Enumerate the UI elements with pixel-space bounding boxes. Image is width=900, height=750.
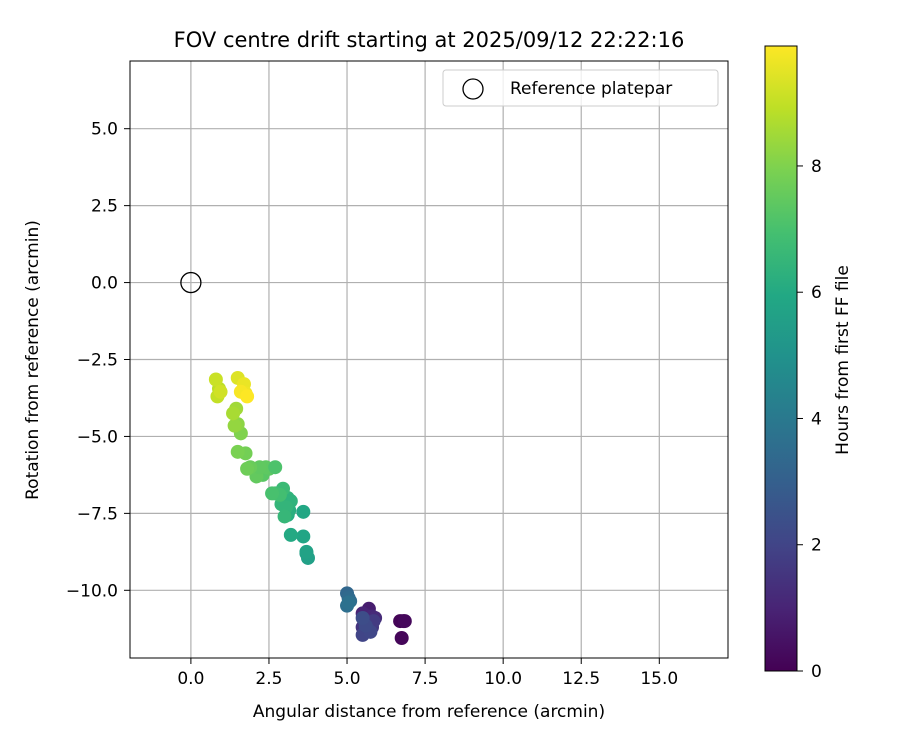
data-point xyxy=(227,418,242,433)
y-tick-label: −5.0 xyxy=(77,427,118,447)
x-tick-label: 10.0 xyxy=(484,669,522,689)
data-point xyxy=(265,486,280,501)
y-tick-label: −10.0 xyxy=(66,581,118,601)
colorbar-tick-label: 6 xyxy=(811,283,822,303)
y-tick-label: 5.0 xyxy=(91,120,118,140)
reference-platepar-marker xyxy=(180,271,202,294)
x-axis-ticks: 0.0 2.5 5.0 7.5 10.0 12.5 15.0 xyxy=(177,658,678,689)
colorbar-tick-label: 0 xyxy=(811,662,822,682)
data-points xyxy=(180,271,412,645)
chart-title: FOV centre drift starting at 2025/09/12 … xyxy=(174,28,685,52)
data-point xyxy=(213,384,228,399)
y-axis-ticks: 5.0 2.5 0.0 −2.5 −5.0 −7.5 −10.0 xyxy=(66,120,130,601)
data-point xyxy=(296,529,311,544)
colorbar-ticks: 0 2 4 6 8 xyxy=(797,157,822,682)
x-axis-label: Angular distance from reference (arcmin) xyxy=(253,702,605,722)
x-tick-label: 7.5 xyxy=(412,669,439,689)
colorbar: 0 2 4 6 8 Hours from first FF file xyxy=(764,45,853,682)
x-tick-label: 15.0 xyxy=(640,669,678,689)
data-point xyxy=(341,595,356,610)
data-point xyxy=(355,610,370,625)
data-point xyxy=(226,406,241,421)
data-point xyxy=(230,444,245,459)
data-point xyxy=(283,527,298,542)
legend: Reference platepar xyxy=(442,69,719,107)
grid-lines xyxy=(130,61,728,658)
colorbar-gradient xyxy=(764,45,798,672)
y-tick-label: 2.5 xyxy=(91,197,118,217)
y-tick-label: 0.0 xyxy=(91,274,118,294)
colorbar-tick-label: 8 xyxy=(811,157,822,177)
legend-reference-marker xyxy=(462,78,484,100)
data-point xyxy=(397,614,412,629)
data-point xyxy=(299,544,314,559)
legend-box xyxy=(442,69,719,107)
data-point xyxy=(394,630,409,645)
x-tick-label: 5.0 xyxy=(334,669,361,689)
data-point xyxy=(277,509,292,524)
y-tick-label: −2.5 xyxy=(77,351,118,371)
data-point xyxy=(240,461,255,476)
data-point xyxy=(296,504,311,519)
x-tick-label: 2.5 xyxy=(255,669,282,689)
data-point xyxy=(208,372,223,387)
legend-reference-label: Reference platepar xyxy=(510,79,672,99)
x-tick-label: 12.5 xyxy=(562,669,600,689)
data-point xyxy=(268,460,283,475)
y-axis-label: Rotation from reference (arcmin) xyxy=(23,220,43,500)
y-tick-label: −7.5 xyxy=(77,504,118,524)
data-point xyxy=(240,389,255,404)
colorbar-tick-label: 4 xyxy=(811,409,822,429)
x-tick-label: 0.0 xyxy=(177,669,204,689)
colorbar-tick-label: 2 xyxy=(811,536,822,556)
colorbar-label: Hours from first FF file xyxy=(833,265,853,455)
